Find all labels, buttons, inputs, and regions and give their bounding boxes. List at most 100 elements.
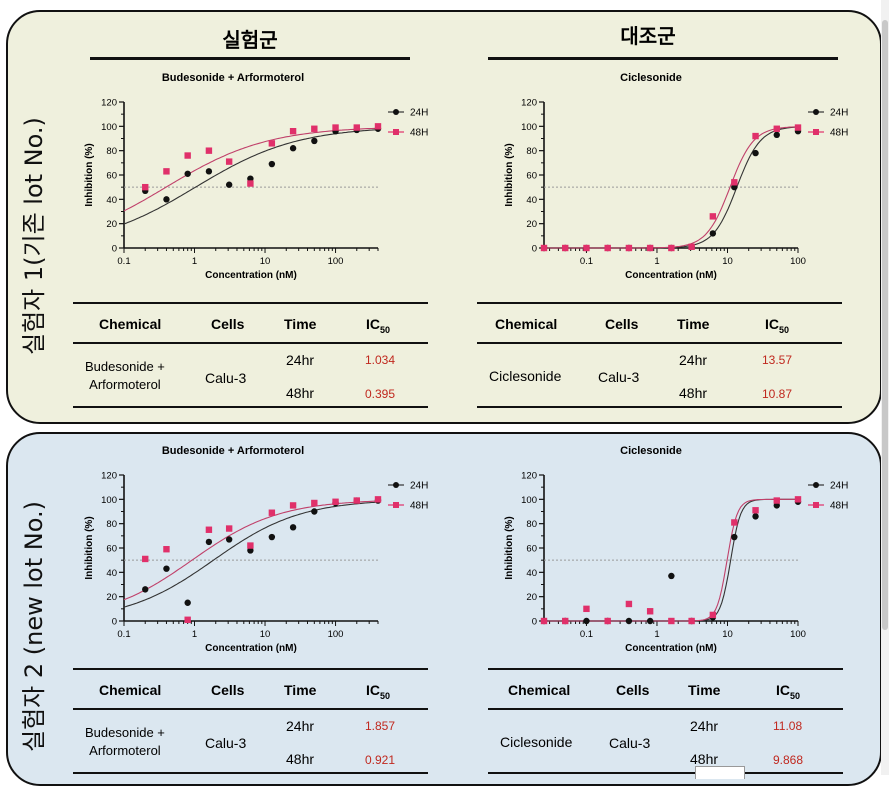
- y-tick-label: 100: [101, 495, 117, 506]
- data-point-48h: [540, 244, 548, 252]
- data-point-48h: [205, 147, 213, 154]
- chart-1: 0 20 40 60 80 100 120 0.1 1 10 100 Concentration (n…: [84, 98, 428, 282]
- ic50-table-2: Chemical Cells Time IC50 Ciclesonide Cal…: [477, 302, 842, 410]
- data-point-24h: [205, 168, 213, 175]
- ic50-48: 0.921: [365, 753, 396, 767]
- data-point-48h: [225, 525, 233, 532]
- y-axis-label: Inhibition (%): [504, 143, 515, 206]
- data-point-24h: [247, 547, 254, 554]
- y-tick-label: 120: [521, 471, 537, 482]
- data-point-48h: [311, 125, 318, 132]
- chemical-name: Budesonide + Arformoterol: [85, 359, 165, 392]
- header-cells: Cells: [605, 316, 639, 332]
- fit-curve-48h: [123, 127, 379, 212]
- ic50-48: 10.87: [762, 387, 793, 401]
- heading-rule-left: [90, 57, 410, 60]
- header-time: Time: [677, 316, 710, 332]
- x-tick-label: 1: [654, 256, 659, 267]
- data-point-48h: [731, 179, 738, 186]
- y-tick-label: 60: [526, 544, 537, 555]
- data-point-24h: [268, 533, 276, 541]
- fit-curve-24h: [544, 126, 799, 249]
- y-tick-label: 40: [106, 195, 117, 206]
- data-point-48h: [583, 244, 590, 252]
- data-point-48h: [268, 509, 276, 516]
- x-tick-label: 1: [654, 629, 659, 640]
- data-point-48h: [332, 124, 339, 131]
- data-point-48h: [332, 498, 339, 505]
- data-point-24h: [225, 536, 233, 543]
- fit-curve-48h: [544, 498, 798, 622]
- data-point-24h: [731, 183, 738, 191]
- y-axis-label: Inhibition (%): [84, 143, 95, 206]
- vertical-scrollbar[interactable]: [881, 0, 889, 775]
- time-24: 24hr: [286, 718, 315, 734]
- fit-curve-48h: [544, 126, 799, 249]
- header-ic50: IC50: [765, 316, 790, 335]
- x-axis-label: Concentration (nM): [205, 270, 297, 281]
- data-point-48h: [668, 244, 675, 252]
- subject-1-panel: [6, 10, 882, 424]
- cell-line: Calu-3: [205, 735, 247, 751]
- cell-line: Calu-3: [205, 370, 247, 386]
- data-point-48h: [247, 542, 254, 549]
- chemical-name: Budesonide + Arformoterol: [85, 725, 165, 758]
- data-point-24h: [752, 149, 759, 157]
- experimental-group-heading: 실험군: [222, 28, 278, 52]
- data-point-24h: [668, 572, 675, 580]
- y-axis-label: Inhibition (%): [84, 516, 95, 579]
- legend-label: 48H: [830, 128, 848, 139]
- y-tick-label: 80: [526, 146, 537, 157]
- data-point-24h: [184, 170, 191, 177]
- data-point-48h: [752, 507, 759, 514]
- x-tick-label: 1: [192, 629, 197, 640]
- data-point-24h: [709, 230, 717, 237]
- cell-line: Calu-3: [598, 369, 640, 385]
- data-point-24h: [773, 131, 780, 139]
- data-point-48h: [184, 616, 191, 623]
- data-point-24h: [268, 160, 276, 168]
- data-point-48h: [646, 244, 654, 252]
- data-point-48h: [794, 124, 802, 131]
- data-point-24h: [225, 181, 233, 188]
- header-time: Time: [284, 316, 317, 332]
- data-point-24h: [311, 137, 318, 145]
- y-tick-label: 120: [521, 98, 537, 109]
- time-24: 24hr: [679, 352, 708, 368]
- data-point-48h: [374, 123, 382, 130]
- x-axis-label: Concentration (nM): [625, 270, 717, 281]
- data-point-48h: [668, 617, 675, 625]
- x-tick-label: 10: [722, 629, 733, 640]
- header-time: Time: [688, 682, 721, 698]
- time-48: 48hr: [679, 385, 708, 401]
- data-point-24h: [247, 175, 254, 182]
- y-tick-label: 100: [521, 495, 537, 506]
- legend-label: 24H: [410, 481, 428, 492]
- ic50-48: 9.868: [773, 753, 804, 767]
- header-chemical: Chemical: [495, 316, 558, 332]
- legend-marker-24h: [393, 482, 399, 488]
- data-point-24h: [583, 617, 590, 625]
- data-point-24h: [731, 533, 738, 541]
- y-tick-label: 80: [526, 519, 537, 530]
- fit-curve-24h: [544, 498, 798, 622]
- data-point-48h: [604, 617, 611, 625]
- data-point-24h: [205, 538, 213, 546]
- legend-label: 24H: [410, 108, 428, 119]
- y-tick-label: 20: [106, 592, 117, 603]
- scrollbar-thumb[interactable]: [882, 20, 888, 630]
- data-point-48h: [625, 600, 633, 608]
- data-point-48h: [583, 605, 590, 613]
- y-tick-label: 80: [106, 146, 117, 157]
- time-48: 48hr: [690, 751, 719, 767]
- y-tick-label: 80: [106, 519, 117, 530]
- y-tick-label: 40: [526, 195, 537, 206]
- data-point-24h: [163, 196, 170, 203]
- data-point-24h: [752, 513, 759, 520]
- legend-marker-48h: [393, 129, 399, 135]
- y-tick-label: 0: [532, 617, 537, 628]
- ic50-table-4: Chemical Cells Time IC50 Ciclesonide Cal…: [488, 668, 843, 776]
- y-tick-label: 0: [532, 244, 537, 255]
- y-tick-label: 100: [521, 122, 537, 133]
- x-tick-label: 100: [328, 629, 344, 640]
